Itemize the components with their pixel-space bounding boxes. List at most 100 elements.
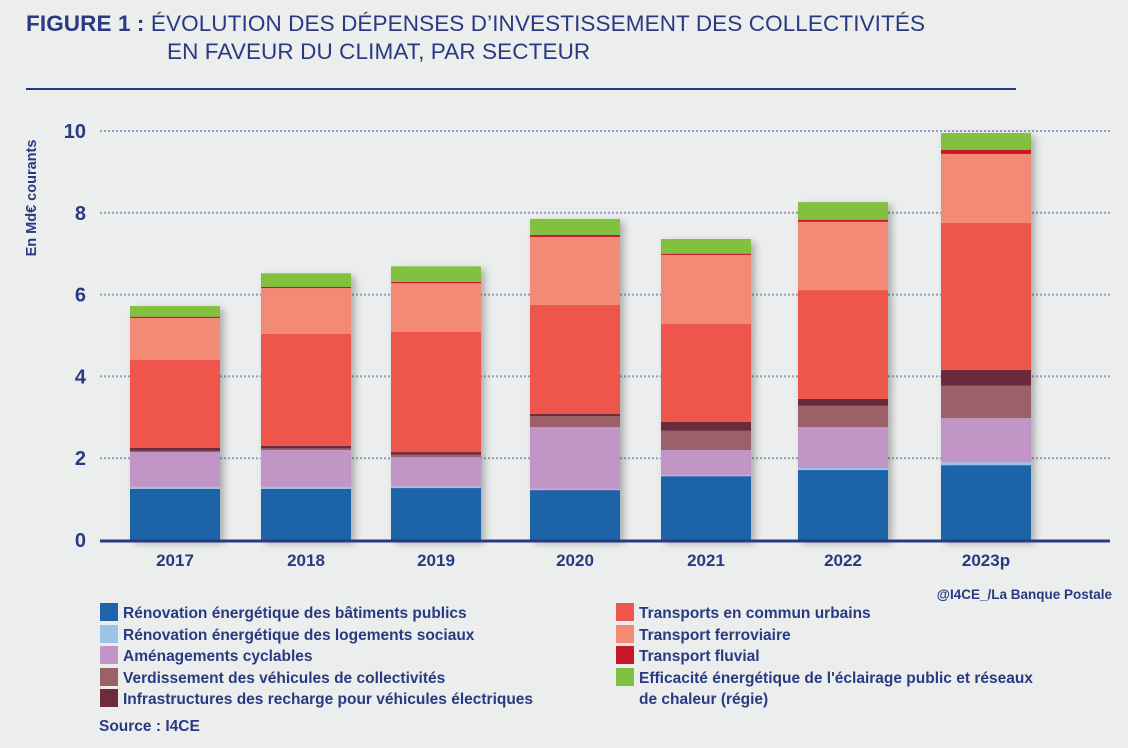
legend-item: Transports en commun urbains	[616, 603, 1033, 625]
legend-label: Verdissement des véhicules de collectivi…	[123, 669, 446, 687]
legend-swatch	[616, 624, 634, 643]
bar-segment	[261, 488, 351, 540]
bar-segment	[798, 468, 888, 471]
legend-swatch	[100, 689, 118, 707]
bar-stack-2019	[391, 266, 481, 540]
bar-segment	[941, 149, 1031, 154]
legend-swatch	[616, 667, 634, 686]
bar-segment	[130, 306, 220, 317]
bar-segment	[130, 316, 220, 318]
bar-segment	[941, 385, 1031, 419]
bar-segment	[261, 288, 351, 334]
bar-stack-2023p	[941, 133, 1031, 540]
bar-segment	[391, 281, 481, 284]
bar-segment	[798, 290, 888, 399]
legend-item: Rénovation énergétique des bâtiments pub…	[100, 603, 533, 625]
bar-segment	[261, 286, 351, 289]
y-tick-label: 0	[75, 530, 86, 552]
bar-segment	[661, 474, 751, 477]
bar-segment	[798, 427, 888, 469]
legend-label: Infrastructures des recharge pour véhicu…	[123, 691, 534, 708]
bar-segment	[130, 360, 220, 448]
legend-item: Aménagements cyclables	[100, 646, 533, 668]
bar-segment	[941, 418, 1031, 463]
bar-stack-2020	[530, 218, 620, 540]
bar-segment	[798, 202, 888, 220]
legend-label: Transport ferroviaire	[639, 626, 791, 644]
x-tick-label: 2017	[156, 551, 194, 570]
title-line-2: EN FAVEUR DU CLIMAT, PAR SECTEUR	[167, 39, 591, 64]
bar-stack-2022	[798, 202, 888, 540]
bar-stack-2017	[130, 306, 220, 540]
y-tick-label: 2	[75, 448, 86, 470]
bar-stack-2018	[261, 273, 351, 540]
y-axis-label: En Md€ courants	[24, 139, 40, 257]
x-tick-label: 2019	[417, 551, 455, 570]
bar-segment	[130, 447, 220, 451]
bar-segment	[391, 452, 481, 455]
bar-segment	[130, 452, 220, 487]
legend-swatch	[100, 624, 118, 643]
credit-text: @I4CE_/La Banque Postale	[936, 587, 1112, 602]
bar-segment	[661, 476, 751, 540]
bar-segment	[391, 331, 481, 453]
bar-segment	[661, 450, 751, 475]
x-tick-label: 2018	[287, 551, 325, 570]
y-tick-label: 4	[75, 366, 87, 388]
legend-swatch	[100, 646, 118, 664]
bar-segment	[530, 490, 620, 540]
legend-swatch	[100, 667, 118, 686]
y-tick-label: 10	[64, 121, 86, 143]
legend-label: Transports en commun urbains	[639, 605, 871, 622]
bar-segment	[941, 462, 1031, 466]
bar-segment	[941, 153, 1031, 224]
bar-segment	[130, 317, 220, 361]
bar-segment	[391, 266, 481, 282]
bar-segment	[530, 304, 620, 415]
x-tick-label: 2022	[824, 551, 862, 570]
bar-segment	[661, 253, 751, 255]
bar-segment	[530, 234, 620, 237]
bar-segment	[130, 450, 220, 453]
bar-segment	[391, 456, 481, 487]
bar-segment	[530, 236, 620, 305]
figure-label: FIGURE 1 :	[26, 11, 145, 36]
legend-label: Rénovation énergétique des bâtiments pub…	[123, 605, 467, 622]
stacked-bar-chart: 0 2 4 6 8 10 2017 2018 2019 2020 2021 2022 2023p	[64, 121, 1110, 570]
bar-segment	[530, 427, 620, 489]
bar-segment	[798, 398, 888, 406]
legend-item: Infrastructures des recharge pour véhicu…	[100, 689, 533, 711]
x-tick-label: 2023p	[962, 551, 1010, 570]
bar-segment	[798, 221, 888, 291]
bar-segment	[530, 488, 620, 491]
legend-swatch	[100, 603, 118, 621]
title-divider	[26, 88, 1016, 90]
bar-segment	[130, 488, 220, 540]
bar-segment	[661, 238, 751, 254]
bar-segment	[661, 421, 751, 431]
bar-segment	[941, 465, 1031, 540]
legend-label: Efficacité énergétique de l'éclairage pu…	[639, 669, 1033, 708]
legend-left-column: Rénovation énergétique des bâtiments pub…	[100, 603, 533, 711]
bar-segment	[261, 448, 351, 451]
legend-right-column: Transports en commun urbains Transport fe…	[616, 603, 1033, 708]
bar-segment	[661, 324, 751, 422]
x-tick-label: 2021	[687, 551, 725, 570]
bar-segment	[130, 486, 220, 489]
bar-segment	[530, 414, 620, 417]
legend-item: Efficacité énergétique de l'éclairage pu…	[616, 667, 1033, 708]
legend-label: Transport fluvial	[639, 648, 760, 665]
source-note: Source : I4CE	[99, 718, 200, 735]
title-line-1: ÉVOLUTION DES DÉPENSES D’INVESTISSEMENT …	[150, 11, 926, 36]
bar-segment	[661, 430, 751, 451]
bar-segment	[261, 445, 351, 449]
bar-segment	[261, 450, 351, 487]
legend-item: Transport fluvial	[616, 646, 1033, 668]
bar-segment	[941, 369, 1031, 386]
y-tick-label: 8	[75, 203, 86, 225]
bar-segment	[941, 223, 1031, 370]
bar-segment	[798, 405, 888, 428]
legend-item: Rénovation énergétique des logements soc…	[100, 624, 533, 647]
bar-segment	[661, 254, 751, 325]
bar-segment	[391, 283, 481, 332]
